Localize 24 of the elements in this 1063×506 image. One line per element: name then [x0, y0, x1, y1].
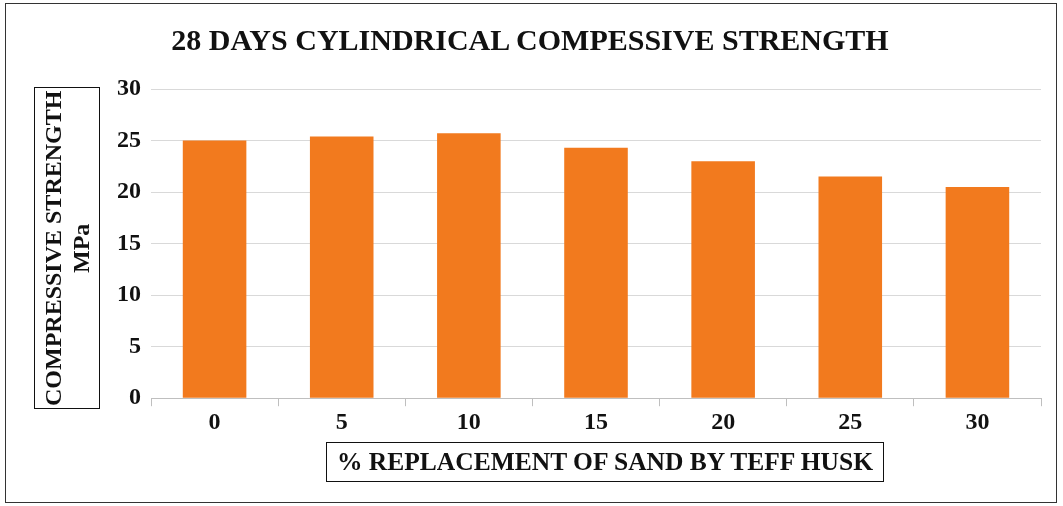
bar [182, 140, 247, 398]
y-tick-label: 25 [117, 125, 141, 152]
x-tick-label: 5 [335, 407, 348, 434]
x-tick-label: 30 [965, 407, 990, 434]
bar [818, 176, 883, 398]
y-tick-label: 15 [117, 228, 141, 255]
x-tick-label: 25 [838, 407, 863, 434]
y-tick-label: 10 [117, 280, 141, 307]
x-tick-label: 10 [456, 407, 481, 434]
bar [945, 186, 1010, 398]
chart-title: 28 DAYS CYLINDRICAL COMPESSIVE STRENGTH [170, 22, 890, 58]
y-tick-label: 5 [129, 331, 141, 358]
bar [437, 133, 501, 398]
bar [309, 136, 374, 398]
bar [691, 161, 755, 398]
x-tick-label: 20 [711, 407, 736, 434]
x-tick-label: 0 [208, 407, 221, 434]
bar [564, 147, 628, 398]
y-tick-label: 30 [117, 74, 141, 101]
y-tick-label: 0 [129, 383, 141, 410]
x-axis-title: % REPLACEMENT OF SAND BY TEFF HUSK [326, 442, 884, 482]
x-tick-label: 15 [584, 407, 608, 434]
y-axis-title: COMPRESSIVE STRENGTH MPa [34, 87, 100, 409]
y-tick-label: 20 [117, 177, 141, 204]
